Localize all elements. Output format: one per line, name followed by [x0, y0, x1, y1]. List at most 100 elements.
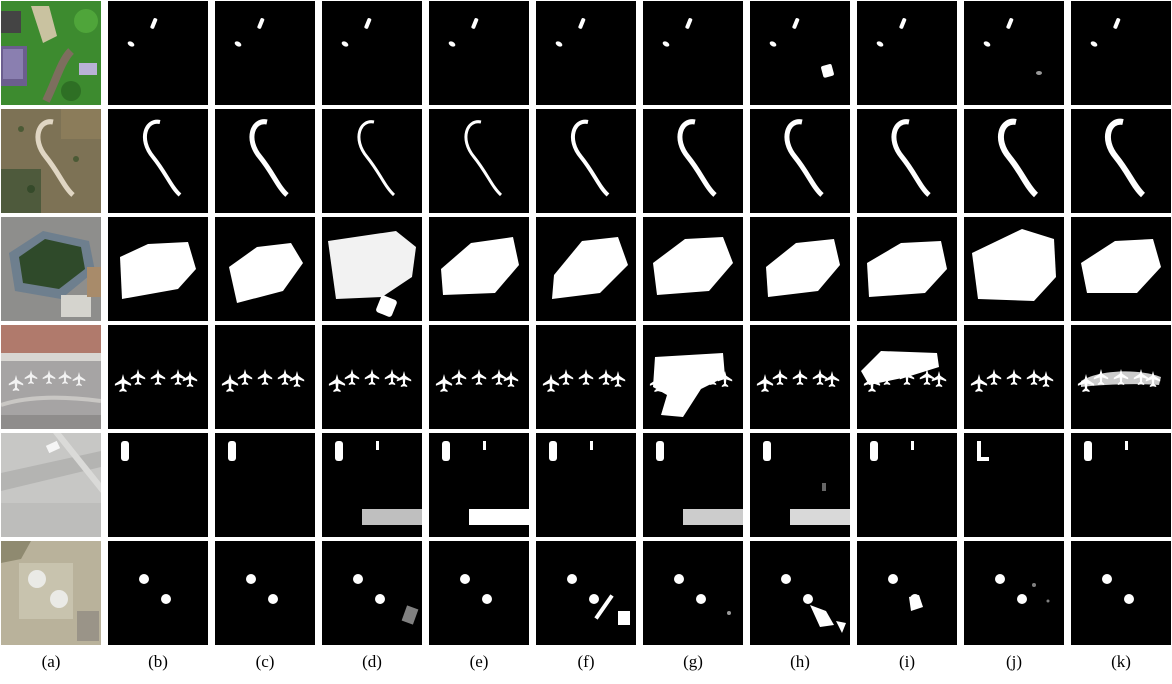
mask-stadium-f — [536, 217, 636, 321]
mask-vehicles-g — [643, 433, 743, 537]
segmentation-mask — [857, 217, 957, 321]
mask-storage-tanks-d — [322, 541, 422, 645]
mask-road-c — [215, 109, 315, 213]
segmentation-mask — [857, 541, 957, 645]
segmentation-mask — [643, 217, 743, 321]
mask-vehicles-h — [750, 433, 850, 537]
segmentation-mask — [750, 541, 850, 645]
segmentation-mask — [322, 433, 422, 537]
segmentation-mask — [322, 217, 422, 321]
mask-road-e — [429, 109, 529, 213]
segmentation-mask — [215, 541, 315, 645]
mask-storage-tanks-c — [215, 541, 315, 645]
mask-road-f — [536, 109, 636, 213]
mask-airplanes-d — [322, 325, 422, 429]
segmentation-mask — [322, 541, 422, 645]
mask-buildings-j — [964, 1, 1064, 105]
column-label: (d) — [362, 652, 382, 671]
segmentation-mask — [750, 217, 850, 321]
segmentation-mask — [1071, 217, 1171, 321]
segmentation-mask — [964, 217, 1064, 321]
segmentation-mask — [1071, 433, 1171, 537]
mask-airplanes-e — [429, 325, 529, 429]
column-label: (c) — [255, 652, 275, 671]
mask-airplanes-k — [1071, 325, 1171, 429]
segmentation-mask — [750, 433, 850, 537]
segmentation-mask — [108, 541, 208, 645]
input-image-buildings-a — [1, 1, 101, 105]
segmentation-mask — [429, 1, 529, 105]
mask-airplanes-i — [857, 325, 957, 429]
mask-buildings-f — [536, 1, 636, 105]
segmentation-mask — [215, 217, 315, 321]
segmentation-mask — [750, 109, 850, 213]
segmentation-mask — [429, 541, 529, 645]
segmentation-mask — [108, 1, 208, 105]
segmentation-mask — [964, 1, 1064, 105]
mask-road-i — [857, 109, 957, 213]
mask-vehicles-b — [108, 433, 208, 537]
column-label: (f) — [577, 652, 595, 671]
mask-road-k — [1071, 109, 1171, 213]
mask-stadium-d — [322, 217, 422, 321]
mask-stadium-c — [215, 217, 315, 321]
mask-buildings-e — [429, 1, 529, 105]
mask-storage-tanks-h — [750, 541, 850, 645]
mask-airplanes-h — [750, 325, 850, 429]
segmentation-mask — [215, 1, 315, 105]
mask-vehicles-k — [1071, 433, 1171, 537]
mask-stadium-k — [1071, 217, 1171, 321]
mask-storage-tanks-i — [857, 541, 957, 645]
mask-buildings-i — [857, 1, 957, 105]
segmentation-mask — [964, 109, 1064, 213]
input-image-road-a — [1, 109, 101, 213]
segmentation-mask — [643, 1, 743, 105]
segmentation-mask — [643, 541, 743, 645]
mask-vehicles-i — [857, 433, 957, 537]
mask-storage-tanks-f — [536, 541, 636, 645]
mask-road-b — [108, 109, 208, 213]
input-image-vehicles-a — [1, 433, 101, 537]
segmentation-mask — [536, 325, 636, 429]
segmentation-mask — [108, 217, 208, 321]
photo-illustration — [1, 433, 101, 537]
segmentation-mask — [964, 325, 1064, 429]
segmentation-mask — [1071, 109, 1171, 213]
mask-buildings-h — [750, 1, 850, 105]
mask-road-j — [964, 109, 1064, 213]
segmentation-mask — [1071, 541, 1171, 645]
segmentation-mask — [536, 433, 636, 537]
segmentation-mask — [1071, 325, 1171, 429]
segmentation-mask — [750, 1, 850, 105]
segmentation-mask — [215, 433, 315, 537]
segmentation-mask — [857, 433, 957, 537]
mask-buildings-g — [643, 1, 743, 105]
segmentation-mask — [536, 1, 636, 105]
mask-airplanes-c — [215, 325, 315, 429]
column-label: (h) — [790, 652, 810, 671]
mask-storage-tanks-g — [643, 541, 743, 645]
column-label: (g) — [683, 652, 703, 671]
mask-buildings-c — [215, 1, 315, 105]
segmentation-mask — [536, 217, 636, 321]
input-image-stadium-a — [1, 217, 101, 321]
segmentation-mask — [322, 1, 422, 105]
mask-airplanes-b — [108, 325, 208, 429]
mask-road-g — [643, 109, 743, 213]
column-label: (e) — [469, 652, 489, 671]
segmentation-mask — [108, 325, 208, 429]
segmentation-mask — [429, 433, 529, 537]
segmentation-mask — [643, 325, 743, 429]
mask-buildings-b — [108, 1, 208, 105]
mask-stadium-j — [964, 217, 1064, 321]
column-label: (k) — [1111, 652, 1131, 671]
segmentation-mask — [643, 433, 743, 537]
mask-storage-tanks-j — [964, 541, 1064, 645]
mask-vehicles-f — [536, 433, 636, 537]
mask-vehicles-c — [215, 433, 315, 537]
mask-road-h — [750, 109, 850, 213]
segmentation-mask — [429, 109, 529, 213]
segmentation-mask — [429, 325, 529, 429]
mask-storage-tanks-b — [108, 541, 208, 645]
